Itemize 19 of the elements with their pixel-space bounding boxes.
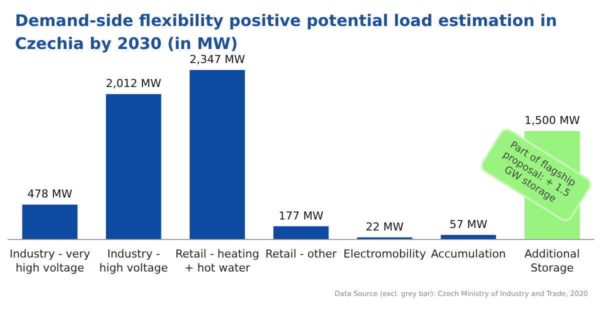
x-tick-label: Industry - high voltage bbox=[99, 248, 168, 274]
data-label: 22 MW bbox=[366, 220, 404, 234]
x-tick-label: Accumulation bbox=[430, 248, 506, 260]
x-tick-label: Retail - other bbox=[265, 248, 338, 260]
x-tick-label: Electromobility bbox=[343, 248, 426, 260]
x-tick-label: Retail - heating + hot water bbox=[175, 248, 260, 274]
data-label: 2,347 MW bbox=[190, 53, 246, 66]
bar bbox=[273, 226, 329, 239]
bar bbox=[106, 94, 162, 239]
x-tick-label: Industry - very high voltage bbox=[10, 248, 91, 274]
bar bbox=[440, 234, 496, 239]
bar bbox=[22, 204, 78, 239]
data-label: 1,500 MW bbox=[524, 114, 580, 127]
data-label: 2,012 MW bbox=[106, 77, 162, 90]
chart-title: Demand-side flexibility positive potential load estimation in Czechia by 2030 (in MW) bbox=[15, 11, 563, 53]
data-label: 177 MW bbox=[278, 209, 324, 222]
bar bbox=[190, 70, 245, 239]
data-label: 478 MW bbox=[27, 188, 72, 201]
x-tick-label: Additional Storage bbox=[524, 248, 580, 274]
